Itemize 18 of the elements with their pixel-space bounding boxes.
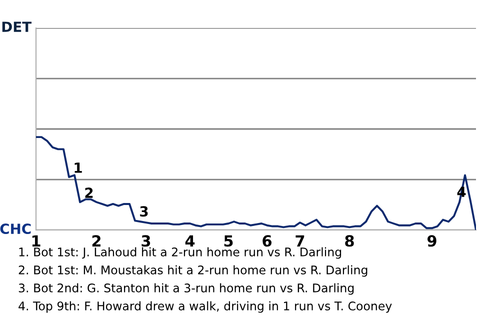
ref-line-label: CHC: [0, 224, 31, 234]
ref-line-label: DET: [2, 22, 32, 32]
annotation: 3: [140, 206, 148, 217]
text: 3. Bot 2nd: G. Stanton hit a 3-run home run vs R. Darling: [18, 283, 354, 295]
x-tick-label: 5: [224, 235, 233, 247]
annotation: 1: [74, 162, 82, 173]
text: 4. Top 9th: F. Howard drew a walk, driving in 1 run vs T. Cooney: [18, 301, 392, 313]
x-tick-label: 9: [427, 235, 436, 247]
x-tick-label: 4: [185, 235, 195, 246]
x-tick-label: 3: [142, 235, 150, 247]
x-tick-label: 8: [345, 235, 354, 247]
x-tick-label: 6: [262, 235, 272, 247]
x-tick-label: 7: [296, 235, 304, 246]
x-tick-label: 2: [92, 235, 100, 246]
text: 2. Bot 1st: M. Moustakas hit a 2-run home run vs R. Darling: [18, 265, 368, 277]
text: 1. Bot 1st: J. Lahoud hit a 2-run home run vs R. Darling: [19, 247, 342, 259]
annotation: 2: [85, 188, 93, 198]
x-tick-label: 1: [32, 235, 40, 246]
